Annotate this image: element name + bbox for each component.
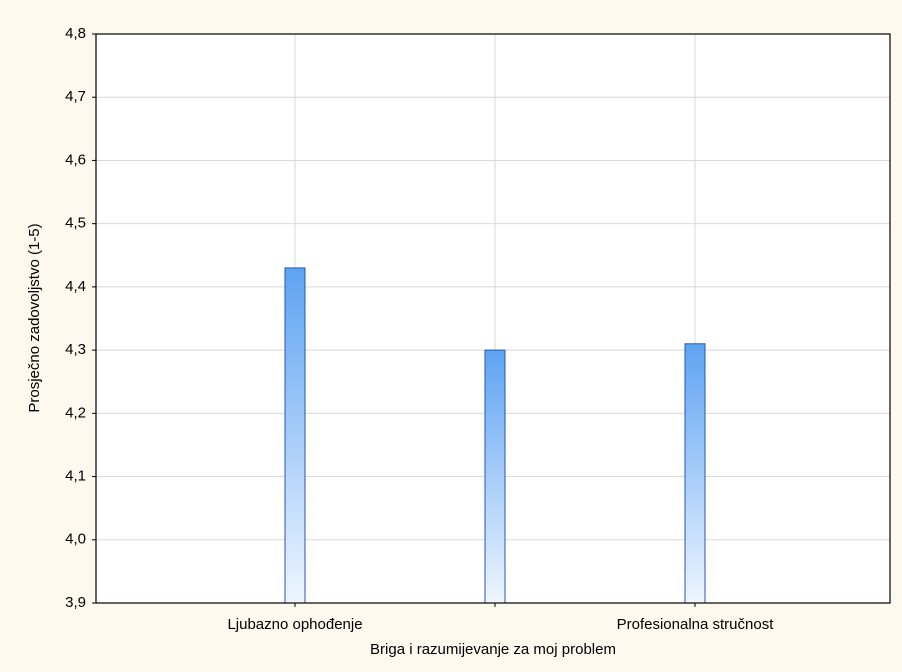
x-axis-title: Briga i razumijevanje za moj problem bbox=[370, 641, 616, 658]
y-tick-label: 4,0 bbox=[65, 531, 86, 548]
plot-border bbox=[95, 33, 891, 604]
y-tick-label: 4,5 bbox=[65, 215, 86, 232]
x-tick-label: Profesionalna stručnost bbox=[617, 616, 775, 633]
y-tick-label: 4,6 bbox=[65, 151, 86, 168]
y-tick-label: 4,7 bbox=[65, 88, 86, 105]
y-tick-label: 3,9 bbox=[65, 594, 86, 611]
bar bbox=[484, 349, 506, 604]
x-tick-label: Ljubazno ophođenje bbox=[227, 616, 362, 633]
bar bbox=[684, 343, 706, 604]
y-tick-label: 4,4 bbox=[65, 278, 86, 295]
y-tick-label: 4,2 bbox=[65, 404, 86, 421]
y-axis-title: Prosječno zadovoljstvo (1-5) bbox=[26, 223, 43, 412]
y-tick-label: 4,8 bbox=[65, 25, 86, 42]
bar bbox=[284, 267, 306, 604]
y-tick-label: 4,1 bbox=[65, 468, 86, 485]
y-tick-label: 4,3 bbox=[65, 341, 86, 358]
